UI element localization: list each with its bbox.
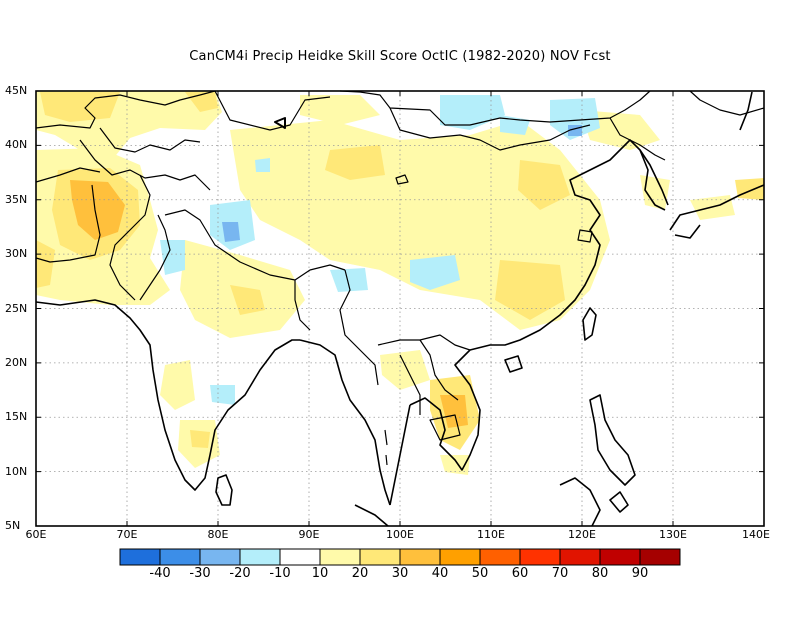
lon-label: 110E bbox=[477, 528, 505, 541]
colorbar-label: 50 bbox=[471, 566, 489, 581]
colorbar-label: 10 bbox=[311, 566, 329, 581]
colorbar-label: 20 bbox=[351, 566, 369, 581]
lat-label: 20N bbox=[5, 355, 28, 369]
lat-label: 15N bbox=[5, 410, 28, 424]
lat-label: 40N bbox=[5, 138, 28, 152]
colorbar-label: -20 bbox=[229, 566, 251, 581]
colorbar bbox=[119, 548, 681, 566]
colorbar-swatch bbox=[119, 548, 161, 566]
skill-patches bbox=[36, 91, 764, 475]
colorbar-swatch bbox=[439, 548, 481, 566]
lat-label: 5N bbox=[5, 519, 21, 532]
colorbar-swatch bbox=[279, 548, 321, 566]
coastlines bbox=[35, 91, 765, 527]
colorbar-swatch bbox=[239, 548, 281, 566]
colorbar-label: 40 bbox=[431, 566, 449, 581]
colorbar-label: 80 bbox=[591, 566, 609, 581]
lat-label: 25N bbox=[5, 301, 28, 315]
axis-ticks bbox=[35, 90, 765, 527]
lon-label: 140E bbox=[742, 528, 770, 541]
lat-label: 10N bbox=[5, 464, 28, 478]
colorbar-label: 70 bbox=[551, 566, 569, 581]
lon-label: 130E bbox=[659, 528, 687, 541]
colorbar-swatch bbox=[399, 548, 441, 566]
colorbar-swatch bbox=[159, 548, 201, 566]
colorbar-label: -30 bbox=[189, 566, 211, 581]
lon-label: 60E bbox=[25, 528, 47, 541]
colorbar-label: 90 bbox=[631, 566, 649, 581]
colorbar-swatch bbox=[199, 548, 241, 566]
graticule bbox=[36, 91, 764, 526]
colorbar-swatch bbox=[319, 548, 361, 566]
colorbar-swatch bbox=[559, 548, 601, 566]
lon-label: 120E bbox=[568, 528, 596, 541]
lat-label: 35N bbox=[5, 192, 28, 206]
map-title: CanCM4i Precip Heidke Skill Score OctIC … bbox=[189, 49, 611, 64]
colorbar-swatch bbox=[639, 548, 681, 566]
colorbar-label: 60 bbox=[511, 566, 529, 581]
lon-label: 80E bbox=[207, 528, 229, 541]
lat-label: 45N bbox=[5, 84, 28, 97]
country-borders bbox=[35, 90, 765, 441]
colorbar-label: 30 bbox=[391, 566, 409, 581]
lon-label: 70E bbox=[116, 528, 138, 541]
colorbar-swatch bbox=[359, 548, 401, 566]
colorbar-swatch bbox=[599, 548, 641, 566]
colorbar-label: -40 bbox=[149, 566, 171, 581]
lon-label: 100E bbox=[386, 528, 414, 541]
colorbar-swatch bbox=[519, 548, 561, 566]
lon-label: 90E bbox=[298, 528, 320, 541]
lat-label: 30N bbox=[5, 247, 28, 261]
colorbar-swatch bbox=[479, 548, 521, 566]
colorbar-label: -10 bbox=[269, 566, 291, 581]
